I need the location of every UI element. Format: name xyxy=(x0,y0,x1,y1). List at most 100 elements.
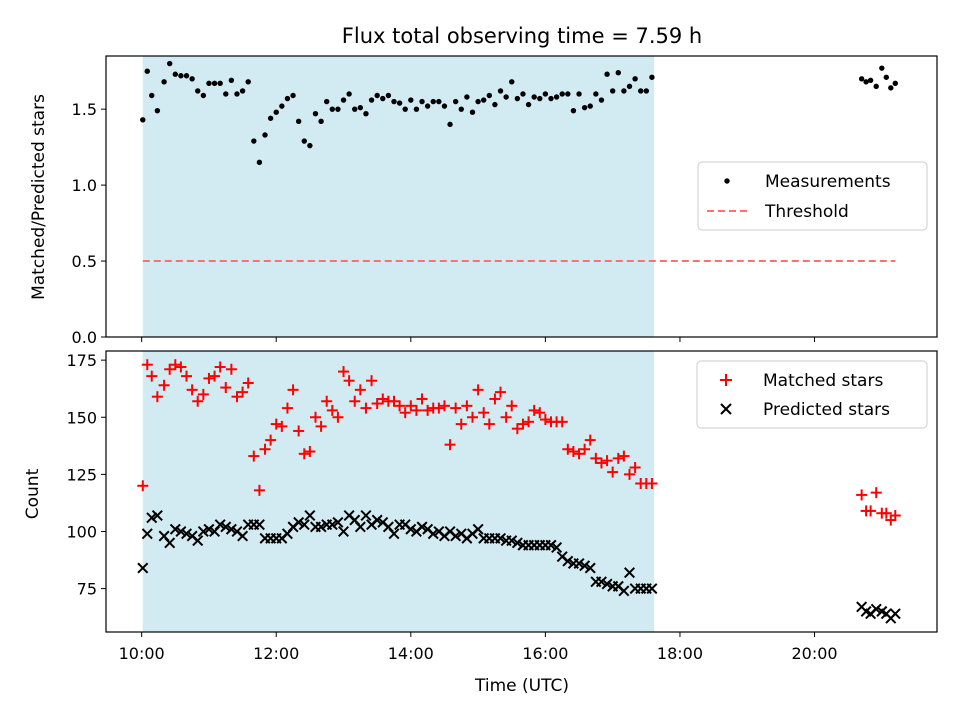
predicted-star-point xyxy=(506,535,518,547)
measurement-point xyxy=(172,71,179,77)
measurement-point xyxy=(195,88,201,94)
bottom-axes-frame xyxy=(105,350,938,633)
measurement-point xyxy=(183,73,190,79)
predicted-star-point xyxy=(545,539,557,551)
measurement-point xyxy=(284,95,291,102)
x-axis-label: Time (UTC) xyxy=(474,676,569,696)
measurement-point xyxy=(883,74,890,80)
top-ytick-label: 1.5 xyxy=(72,100,97,119)
measurement-point xyxy=(352,106,358,112)
top-axes-frame xyxy=(105,55,938,338)
predicted-star-point xyxy=(181,528,193,540)
matched-star-point xyxy=(567,446,579,458)
matched-star-point xyxy=(169,359,181,371)
measurement-point xyxy=(368,97,375,103)
matched-star-point xyxy=(158,379,170,391)
measurement-point xyxy=(312,111,319,117)
predicted-star-point xyxy=(360,509,372,521)
matched-star-point xyxy=(416,393,428,405)
predicted-star-point xyxy=(371,514,383,526)
measurement-point xyxy=(643,88,650,94)
matched-star-point xyxy=(506,400,518,412)
matched-star-point xyxy=(405,400,417,412)
matched-star-point xyxy=(623,468,635,480)
predicted-star-point xyxy=(584,562,596,574)
matched-star-point xyxy=(343,375,355,387)
predicted-star-point xyxy=(495,532,507,544)
matched-star-point xyxy=(511,423,523,435)
matched-star-point xyxy=(146,370,158,382)
matched-star-point xyxy=(371,398,383,410)
bottom-panel: 75 100 125 150 175 10:00 12:00 14:00 16:00 18:00… xyxy=(23,350,938,696)
predicted-star-point xyxy=(169,523,181,535)
matched-star-point xyxy=(360,402,372,414)
matched-star-point xyxy=(242,377,254,389)
predicted-star-point xyxy=(623,567,636,579)
measurement-point xyxy=(542,91,549,97)
matched-star-point xyxy=(309,411,321,423)
measurement-point xyxy=(621,88,627,94)
predicted-star-point xyxy=(595,576,607,588)
top-shaded-region xyxy=(142,56,655,337)
measurement-point xyxy=(593,91,599,97)
matched-star-point xyxy=(141,359,153,371)
matched-star-point xyxy=(478,407,490,419)
predicted-star-point xyxy=(562,555,574,567)
predicted-star-point xyxy=(551,541,563,553)
measurement-point xyxy=(892,80,898,87)
measurement-point xyxy=(863,79,869,85)
matched-star-point xyxy=(595,457,607,469)
predicted-star-point xyxy=(511,537,523,549)
measurement-point xyxy=(335,106,341,112)
figure-title: Flux total observing time = 7.59 h xyxy=(342,24,702,48)
measurement-point xyxy=(189,76,195,82)
measurement-point xyxy=(301,138,307,144)
measurement-point xyxy=(514,95,521,102)
predicted-star-point xyxy=(298,519,310,531)
measurement-point xyxy=(380,95,386,102)
top-ytick-label: 1.0 xyxy=(72,176,97,195)
predicted-star-point xyxy=(237,530,249,542)
matched-star-point xyxy=(489,393,501,405)
measurement-point xyxy=(486,92,493,99)
predicted-star-point xyxy=(175,525,187,537)
measurement-point xyxy=(520,91,526,97)
legend-matched-marker xyxy=(720,374,732,386)
matched-star-point xyxy=(500,411,512,423)
measurement-point xyxy=(245,79,251,85)
matched-star-point xyxy=(461,400,473,412)
predicted-star-point xyxy=(354,521,366,533)
measurement-point xyxy=(565,91,571,97)
predicted-star-point xyxy=(146,512,158,524)
measurement-point xyxy=(632,76,638,82)
matched-star-point xyxy=(281,402,293,414)
matched-star-point xyxy=(214,361,226,373)
predicted-star-point xyxy=(197,525,209,537)
matched-star-point xyxy=(523,416,535,428)
matched-star-point xyxy=(366,375,378,387)
matched-star-point xyxy=(298,448,310,460)
measurement-point xyxy=(492,101,498,108)
measurement-point xyxy=(509,79,515,85)
matched-star-point xyxy=(646,478,658,490)
matched-star-point xyxy=(534,407,546,419)
matched-star-point xyxy=(315,420,327,432)
predicted-star-point xyxy=(332,516,344,528)
measurement-point xyxy=(570,107,577,114)
matched-star-point xyxy=(231,391,243,403)
legend-predicted-marker xyxy=(720,403,732,415)
measurement-point xyxy=(553,94,560,100)
matched-star-point xyxy=(192,395,204,407)
matched-star-point xyxy=(276,420,288,432)
measurement-point xyxy=(408,97,414,103)
measurement-point xyxy=(340,97,347,103)
matched-star-point xyxy=(354,384,366,396)
measurement-point xyxy=(234,91,240,97)
matched-star-point xyxy=(444,439,456,451)
measurement-point xyxy=(140,117,146,123)
measurement-point xyxy=(273,109,279,115)
matched-star-point xyxy=(186,384,198,396)
legend-predicted-label: Predicted stars xyxy=(763,400,890,420)
bottom-ytick-label: 175 xyxy=(66,351,97,370)
matched-star-point xyxy=(326,404,338,416)
